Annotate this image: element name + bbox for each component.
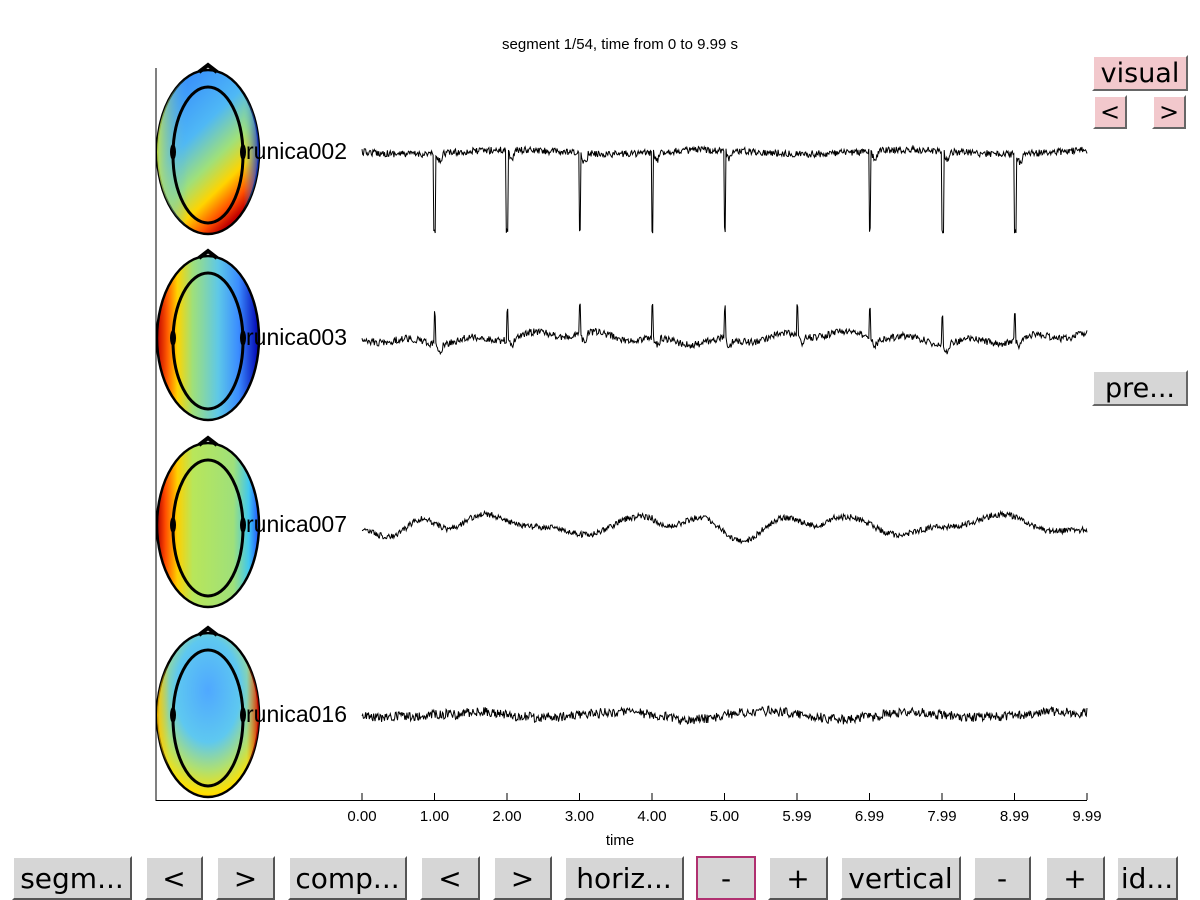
component-label: runica016 bbox=[246, 701, 348, 727]
vertical-button[interactable]: vertical bbox=[840, 856, 961, 900]
x-tick-label: 9.99 bbox=[1072, 808, 1102, 825]
trace-runica002 bbox=[361, 144, 1088, 234]
segment-prev-button[interactable]: < bbox=[145, 856, 203, 900]
segment-next-button[interactable]: > bbox=[216, 856, 275, 900]
x-tick-label: 7.99 bbox=[927, 808, 957, 825]
x-axis-label: time bbox=[605, 832, 635, 849]
plot-title: segment 1/54, time from 0 to 9.99 s bbox=[502, 36, 738, 53]
component-label: runica007 bbox=[246, 511, 348, 537]
x-tick-label: 2.00 bbox=[492, 808, 522, 825]
x-tick-label: 0.00 bbox=[347, 808, 377, 825]
identify-button[interactable]: id... bbox=[1116, 856, 1178, 900]
topoplot-runica016 bbox=[155, 625, 261, 799]
trace-runica016 bbox=[361, 705, 1088, 725]
visual-button[interactable]: visual bbox=[1092, 55, 1188, 91]
horizontal-minus-button[interactable]: - bbox=[696, 856, 756, 900]
topoplot-runica002 bbox=[155, 62, 261, 236]
prev-view-button[interactable]: < bbox=[1093, 95, 1127, 129]
preprocessing-button[interactable]: pre... bbox=[1092, 370, 1188, 406]
x-tick-label: 5.00 bbox=[709, 808, 740, 825]
x-tick-label: 8.99 bbox=[999, 808, 1030, 825]
vertical-plus-button[interactable]: + bbox=[1045, 856, 1105, 900]
topoplot-runica003 bbox=[155, 248, 261, 422]
next-view-button[interactable]: > bbox=[1152, 95, 1186, 129]
trace-runica003 bbox=[361, 303, 1088, 356]
component-next-button[interactable]: > bbox=[493, 856, 552, 900]
x-tick-label: 5.99 bbox=[782, 808, 812, 825]
horizontal-button[interactable]: horiz... bbox=[564, 856, 684, 900]
vertical-minus-button[interactable]: - bbox=[973, 856, 1031, 900]
x-tick-label: 3.00 bbox=[564, 808, 595, 825]
x-tick-label: 6.99 bbox=[854, 808, 885, 825]
trace-runica007 bbox=[361, 509, 1088, 545]
x-tick-label: 1.00 bbox=[419, 808, 450, 825]
component-label: runica003 bbox=[246, 324, 348, 350]
component-label: runica002 bbox=[246, 138, 348, 164]
horizontal-plus-button[interactable]: + bbox=[768, 856, 828, 900]
segment-button[interactable]: segm... bbox=[12, 856, 132, 900]
topoplot-runica007 bbox=[155, 435, 261, 609]
component-prev-button[interactable]: < bbox=[420, 856, 480, 900]
x-tick-label: 4.00 bbox=[637, 808, 667, 825]
component-button[interactable]: comp... bbox=[288, 856, 407, 900]
